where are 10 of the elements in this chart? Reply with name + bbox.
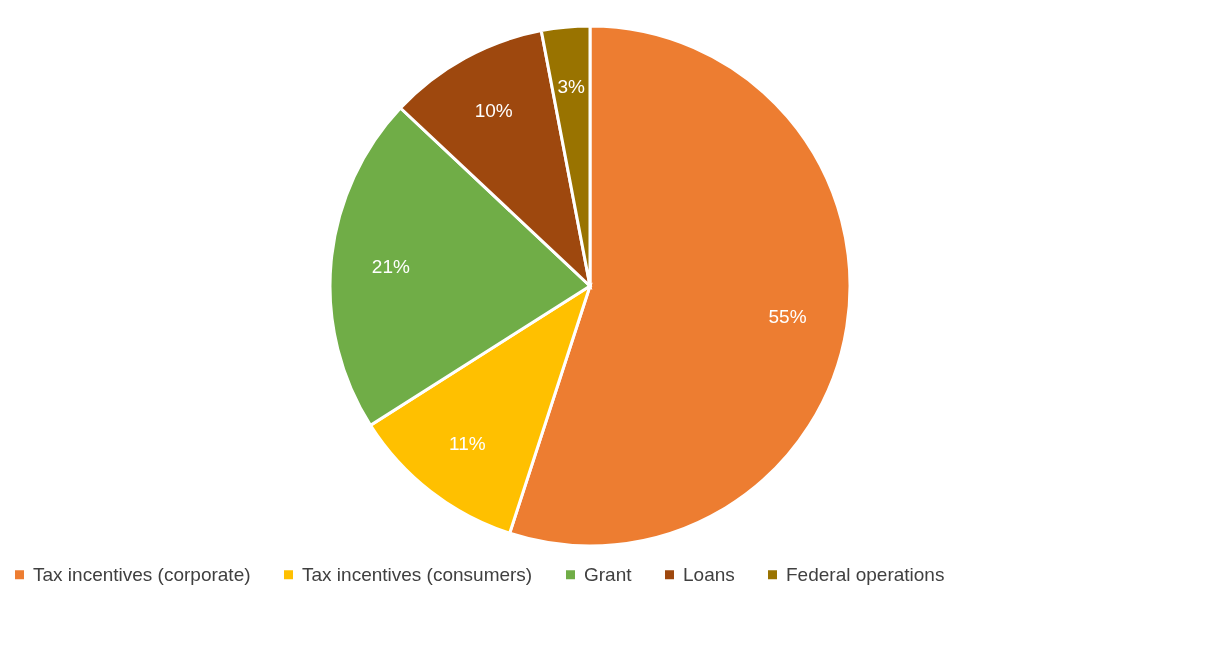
data-label: 21% xyxy=(371,256,411,278)
data-label: 3% xyxy=(557,75,586,97)
legend-label: Federal operations xyxy=(786,563,945,585)
legend-label: Grant xyxy=(584,563,633,585)
data-label: 11% xyxy=(449,433,486,455)
legend-label: Tax incentives (consumers) xyxy=(302,563,533,585)
legend-label: Loans xyxy=(683,563,735,585)
data-label: 10% xyxy=(474,99,513,121)
data-label: 55% xyxy=(768,306,807,328)
legend-label: Tax incentives (corporate) xyxy=(33,563,251,585)
